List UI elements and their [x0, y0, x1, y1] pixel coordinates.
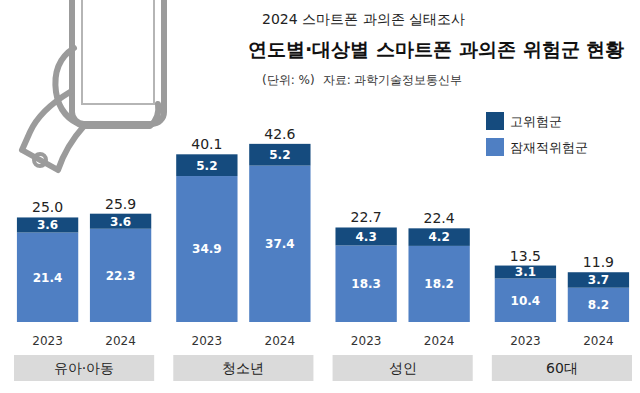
- group-box: [333, 355, 473, 381]
- annotation: 자료: 과학기술정보통신부: [323, 73, 463, 87]
- group-box: [14, 355, 154, 381]
- phone-body: [72, 0, 164, 124]
- bar-segment: [249, 166, 310, 322]
- data-label: 3.7: [588, 273, 609, 287]
- bar-segment: [408, 228, 469, 246]
- data-label: 3.6: [37, 218, 58, 232]
- data-label: 3.1: [515, 265, 536, 279]
- x-axis: 2023 2024 2023 2024 2023 2024 2023 2024: [32, 334, 613, 348]
- bar-segment: [335, 227, 396, 245]
- bar-segment: [408, 246, 469, 322]
- tick-label: 2023: [192, 334, 223, 348]
- data-label: 18.3: [351, 277, 381, 291]
- group-label: 성인: [389, 360, 417, 376]
- total-label: 42.6: [264, 126, 295, 142]
- group-label: 60대: [546, 360, 578, 376]
- wrist-button: [34, 154, 46, 166]
- hand: [22, 48, 158, 170]
- data-label: 5.2: [196, 159, 217, 173]
- legend-swatch: [486, 112, 504, 130]
- tick-label: 2024: [424, 334, 455, 348]
- phone-screen: [82, 0, 154, 104]
- labels: 21.4 22.3 34.9 37.4 18.3 18.2 10.4 8.2 3.6 3.6 5.2…: [32, 126, 614, 312]
- legend-label: 잠재적위험군: [510, 140, 588, 155]
- tick-label: 2024: [583, 334, 614, 348]
- total-label: 25.0: [32, 199, 63, 215]
- data-label: 5.2: [269, 148, 290, 162]
- bar-segment: [17, 233, 78, 322]
- chart-svg: 2024 스마트폰 과의존 실태조사연도별·대상별 스마트폰 과의존 위험군 현…: [0, 0, 640, 393]
- total-label: 11.9: [583, 254, 614, 270]
- legend-swatch: [486, 138, 504, 156]
- total-label: 22.4: [424, 210, 455, 226]
- total-label: 40.1: [191, 136, 222, 152]
- tick-label: 2024: [105, 334, 136, 348]
- bar-segment: [176, 154, 237, 176]
- annotation: (단위: %): [262, 73, 315, 87]
- legend: 고위험군잠재적위험군: [486, 112, 588, 156]
- total-label: 25.9: [105, 196, 136, 212]
- group-labels: 유아·아동 청소년 성인 60대: [14, 355, 632, 381]
- group-box: [492, 355, 632, 381]
- group-label: 청소년: [222, 360, 264, 376]
- group-box: [173, 355, 313, 381]
- bar-segment: [90, 214, 151, 229]
- data-label: 4.3: [356, 230, 377, 244]
- bar-segment: [495, 266, 556, 279]
- data-label: 10.4: [511, 294, 541, 308]
- bar-segment: [568, 288, 629, 322]
- phone-icon: [22, 0, 164, 170]
- legend-label: 고위험군: [510, 114, 562, 129]
- bars: [17, 144, 629, 322]
- data-label: 34.9: [192, 242, 222, 256]
- tick-label: 2023: [351, 334, 382, 348]
- chart-root: 2024 스마트폰 과의존 실태조사연도별·대상별 스마트폰 과의존 위험군 현…: [0, 0, 640, 393]
- bar-segment: [495, 279, 556, 322]
- total-label: 22.7: [351, 209, 382, 225]
- total-label: 13.5: [510, 248, 541, 264]
- data-label: 4.2: [429, 230, 450, 244]
- group-label: 유아·아동: [54, 360, 114, 376]
- data-label: 8.2: [588, 298, 609, 312]
- data-label: 21.4: [33, 271, 63, 285]
- title: 연도별·대상별 스마트폰 과의존 위험군 현황: [248, 38, 624, 61]
- bar-segment: [90, 229, 151, 322]
- subtitle: 2024 스마트폰 과의존 실태조사: [262, 11, 465, 27]
- tick-label: 2024: [265, 334, 296, 348]
- tick-label: 2023: [32, 334, 63, 348]
- tick-label: 2023: [510, 334, 541, 348]
- bar-segment: [17, 217, 78, 232]
- data-label: 37.4: [265, 237, 295, 251]
- data-label: 3.6: [110, 215, 131, 229]
- bar-segment: [568, 272, 629, 287]
- bar-segment: [335, 245, 396, 322]
- data-label: 18.2: [424, 277, 454, 291]
- bar-segment: [249, 144, 310, 166]
- bar-segment: [176, 176, 237, 322]
- data-label: 22.3: [106, 269, 136, 283]
